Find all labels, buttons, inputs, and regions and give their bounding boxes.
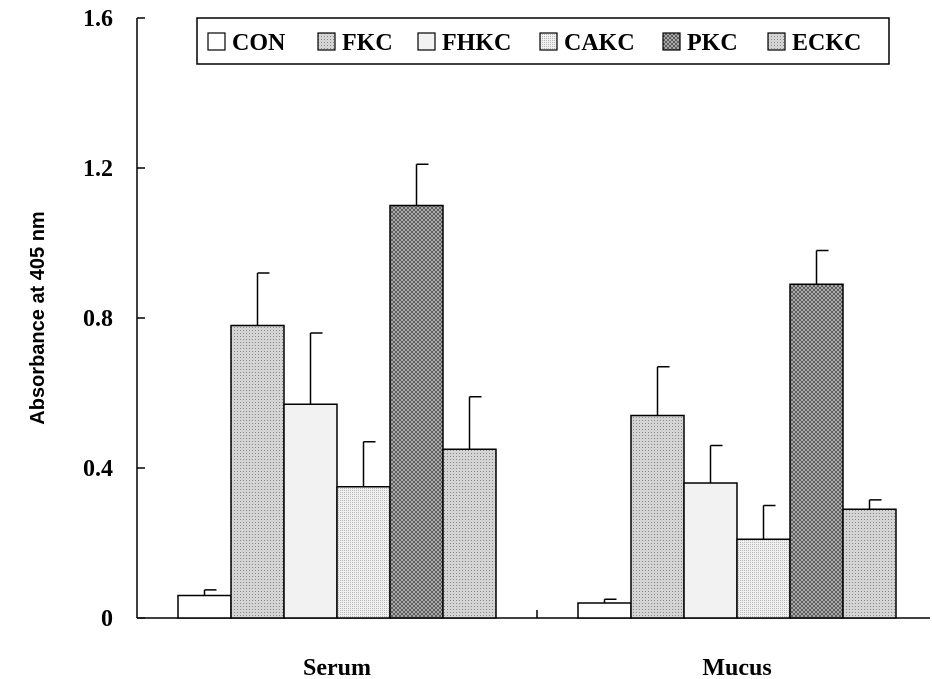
bars: [177, 204, 897, 619]
bar-fhkc-mucus: [683, 482, 738, 619]
bar-fkc-mucus: [630, 414, 685, 619]
bar-fkc-serum: [230, 324, 285, 619]
legend: CON FKC FHKC CAKC PKC ECKC: [196, 17, 890, 65]
bar-pkc-serum: [389, 204, 444, 619]
legend-swatch: [767, 32, 786, 51]
legend-swatch: [662, 32, 681, 51]
bar-fhkc-serum: [283, 403, 338, 619]
x-category-label: Mucus: [702, 655, 771, 679]
legend-swatch: [207, 32, 226, 51]
bar-eckc-mucus: [842, 508, 897, 619]
legend-swatch: [417, 32, 436, 51]
bar-pkc-mucus: [789, 283, 844, 619]
legend-label: PKC: [687, 30, 738, 56]
bar-cakc-serum: [336, 486, 391, 619]
axis-labels: 0 0.4 0.8 1.2 1.6 Serum Mucus: [83, 6, 772, 679]
y-tick-label: 1.2: [83, 156, 113, 182]
bar-cakc-mucus: [736, 538, 791, 619]
bar-eckc-serum: [442, 448, 497, 619]
error-bars: [203, 163, 882, 603]
y-tick-label: 0.4: [83, 456, 113, 482]
legend-swatch: [539, 32, 558, 51]
legend-label: FHKC: [442, 30, 511, 56]
bar-con-serum: [177, 594, 232, 619]
legend-label: CAKC: [564, 30, 635, 56]
legend-label: ECKC: [792, 30, 861, 56]
legend-label: FKC: [342, 30, 393, 56]
y-tick-label: 0.8: [83, 306, 113, 332]
y-axis-label: Absorbance at 405 nm: [27, 211, 49, 424]
legend-swatch: [317, 32, 336, 51]
y-tick-label: 0: [101, 606, 113, 632]
y-tick-label: 1.6: [83, 6, 113, 32]
bar-con-mucus: [577, 602, 632, 619]
x-category-label: Serum: [303, 655, 371, 679]
legend-label: CON: [232, 30, 286, 56]
